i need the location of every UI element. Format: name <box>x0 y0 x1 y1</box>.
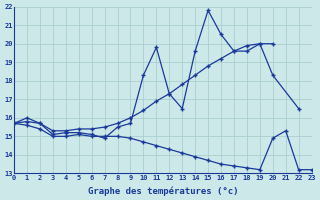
X-axis label: Graphe des températures (°c): Graphe des températures (°c) <box>88 186 238 196</box>
